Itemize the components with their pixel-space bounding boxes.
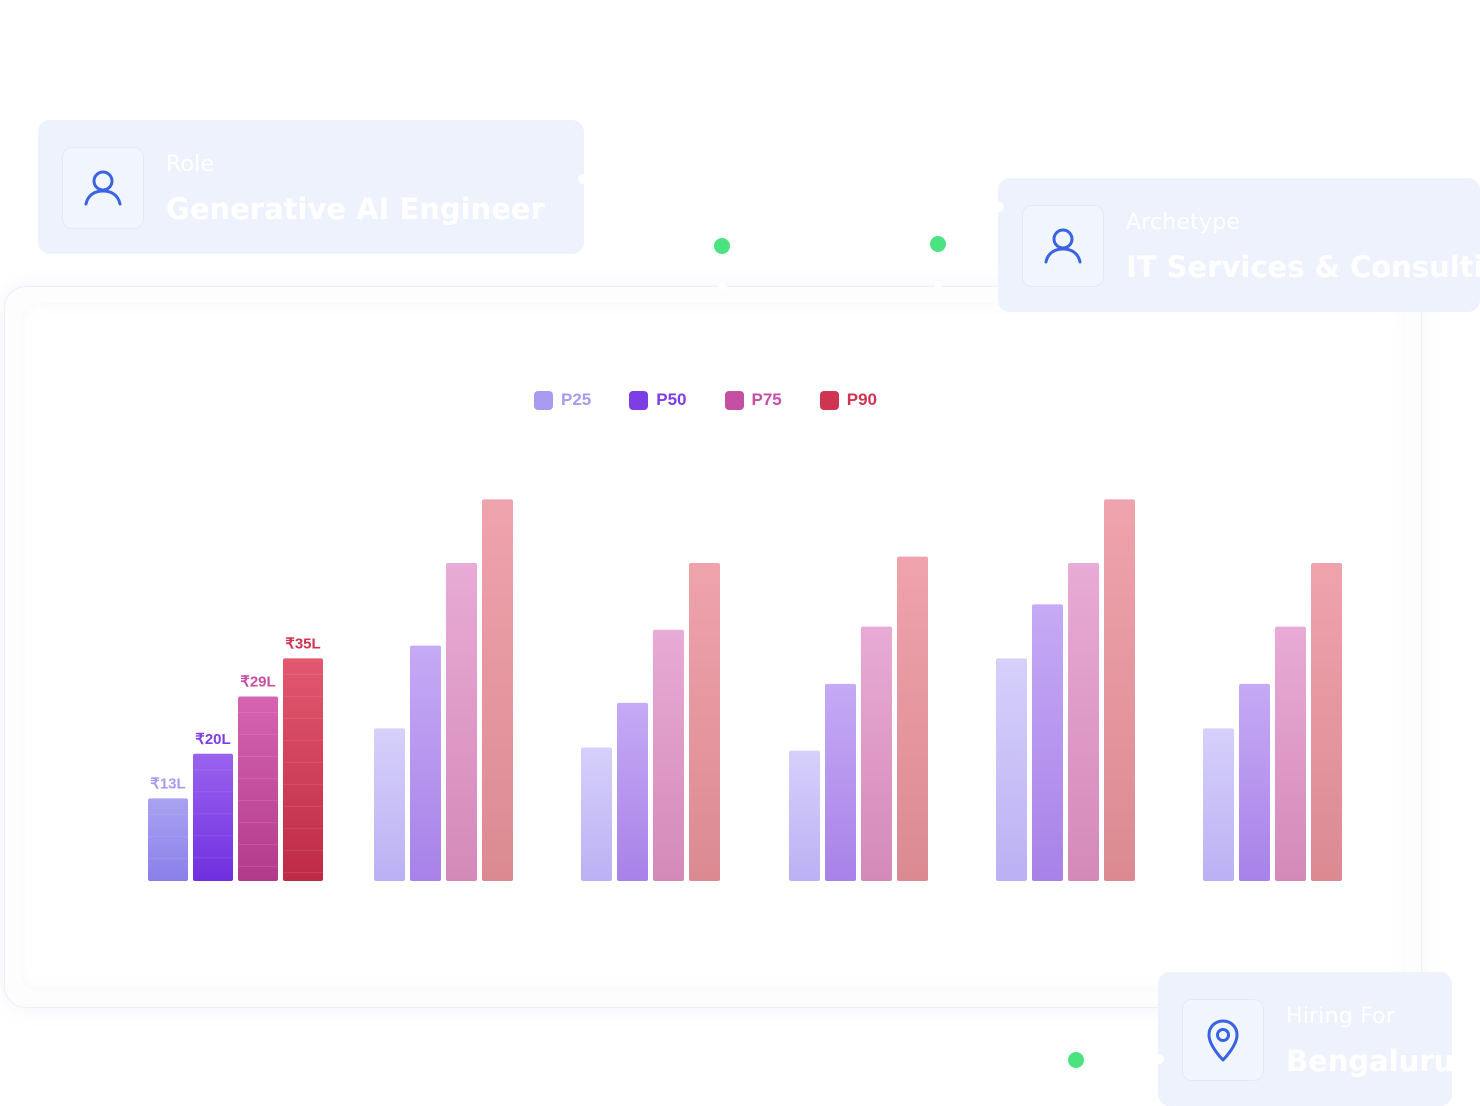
connector-dot (714, 238, 730, 254)
connector-dot (1068, 1052, 1084, 1068)
bar-p50-group-3[interactable] (617, 702, 648, 881)
bar-p90-group-3[interactable] (689, 563, 720, 881)
user-icon (84, 170, 122, 206)
role-card: Role Generative AI Engineer (38, 120, 588, 254)
archetype-icon-box (1022, 205, 1104, 287)
legend-label-p25: P25 (561, 390, 592, 409)
legend-swatch-p50 (629, 390, 649, 410)
connector-dot (930, 236, 946, 252)
role-value: Generative AI Engineer (166, 192, 545, 226)
archetype-label: Archetype (1126, 210, 1241, 235)
bar-p90-group-6[interactable] (1311, 563, 1342, 881)
archetype-connector-notch (994, 202, 1004, 212)
bar-p75-group-2[interactable] (446, 563, 477, 881)
legend-label-p90: P90 (846, 390, 877, 409)
data-label-p25: ₹13L (150, 775, 185, 792)
bar-p25-group-5[interactable] (996, 658, 1027, 881)
bar-p75-group-4[interactable] (861, 626, 892, 881)
bar-p25-group-1[interactable] (148, 798, 188, 881)
legend-label-p75: P75 (751, 390, 782, 409)
bar-p75-group-6[interactable] (1275, 626, 1306, 881)
bar-p75-group-1[interactable] (238, 696, 278, 881)
data-label-p75: ₹29L (240, 674, 275, 691)
hiring-icon-box (1182, 999, 1264, 1081)
hiring-label: Hiring For (1286, 1004, 1396, 1029)
legend-item-p50[interactable]: P50 (629, 390, 687, 410)
role-label: Role (166, 152, 215, 177)
bar-p50-group-5[interactable] (1032, 604, 1063, 881)
hiring-card: Hiring For Bengaluru (1154, 972, 1455, 1106)
data-label-p50: ₹20L (195, 731, 230, 748)
bar-p25-group-3[interactable] (581, 747, 612, 881)
bar-p90-group-5[interactable] (1104, 499, 1135, 881)
bar-p75-group-3[interactable] (653, 629, 684, 881)
legend-item-p75[interactable]: P75 (724, 390, 782, 410)
legend-swatch-p75 (724, 390, 744, 410)
archetype-value: IT Services & Consulting (1126, 250, 1480, 284)
archetype-card: Archetype IT Services & Consulting (994, 178, 1480, 312)
bar-p50-group-2[interactable] (410, 645, 441, 881)
location-pin-icon (1207, 1019, 1239, 1062)
legend-item-p25[interactable]: P25 (534, 390, 591, 410)
hiring-connector-notch (1154, 1054, 1164, 1064)
role-connector-notch (578, 174, 588, 184)
data-label-p90: ₹35L (285, 635, 320, 652)
legend-swatch-p90 (819, 390, 839, 410)
legend-swatch-p25 (534, 390, 553, 410)
bar-p50-group-6[interactable] (1239, 683, 1270, 881)
bar-p75-group-5[interactable] (1068, 563, 1099, 881)
bar-p90-group-1[interactable] (283, 658, 323, 881)
chart-legend: P25 P50 P75 P90 (534, 390, 877, 410)
hiring-value: Bengaluru (1286, 1044, 1455, 1078)
connector-tick (718, 282, 726, 290)
role-icon-box (62, 147, 144, 229)
bar-p50-group-1[interactable] (193, 753, 233, 881)
user-icon (1044, 228, 1082, 264)
connector-tick (934, 281, 942, 289)
bar-p50-group-4[interactable] (825, 683, 856, 881)
bar-p90-group-2[interactable] (482, 499, 513, 881)
bar-p90-group-4[interactable] (897, 556, 928, 881)
legend-item-p90[interactable]: P90 (819, 390, 877, 410)
bar-p25-group-2[interactable] (374, 728, 405, 881)
legend-label-p50: P50 (656, 390, 687, 409)
bar-p25-group-6[interactable] (1203, 728, 1234, 881)
bar-p25-group-4[interactable] (789, 750, 820, 881)
